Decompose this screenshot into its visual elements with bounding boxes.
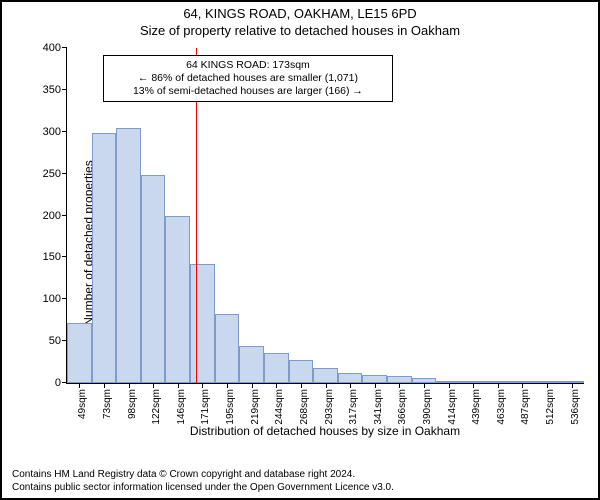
x-tick-label: 73sqm	[102, 389, 113, 419]
y-tick-mark	[62, 340, 67, 341]
x-tick-mark	[178, 383, 179, 388]
y-tick-label: 50	[49, 335, 61, 347]
y-tick-label: 0	[55, 377, 61, 389]
x-tick-mark	[104, 383, 105, 388]
x-tick-label: 98sqm	[127, 389, 138, 419]
annotation-line: 13% of semi-detached houses are larger (…	[110, 85, 386, 98]
x-tick-mark	[522, 383, 523, 388]
x-tick-label: 293sqm	[324, 389, 335, 425]
histogram-bar	[190, 264, 215, 383]
histogram-bar	[289, 360, 314, 383]
x-tick-label: 195sqm	[225, 389, 236, 425]
x-tick-label: 414sqm	[447, 389, 458, 425]
chart-container: 64, KINGS ROAD, OAKHAM, LE15 6PD Size of…	[0, 0, 600, 500]
annotation-line: 64 KINGS ROAD: 173sqm	[110, 59, 386, 72]
y-tick-mark	[62, 382, 67, 383]
histogram-bar	[362, 375, 387, 383]
histogram-bar	[264, 353, 289, 383]
x-tick-mark	[473, 383, 474, 388]
histogram-bar	[387, 376, 412, 383]
y-tick-mark	[62, 215, 67, 216]
histogram-bar	[67, 323, 92, 383]
plot-inner: 64 KINGS ROAD: 173sqm← 86% of detached h…	[67, 48, 584, 383]
y-tick-mark	[62, 89, 67, 90]
address-title: 64, KINGS ROAD, OAKHAM, LE15 6PD	[2, 6, 598, 21]
y-tick-label: 250	[43, 168, 61, 180]
x-tick-label: 536sqm	[570, 389, 581, 425]
x-tick-label: 390sqm	[422, 389, 433, 425]
histogram-bar	[92, 133, 117, 383]
x-tick-label: 512sqm	[545, 389, 556, 425]
x-tick-mark	[449, 383, 450, 388]
y-tick-label: 300	[43, 126, 61, 138]
chart-area: Number of detached properties 64 KINGS R…	[10, 48, 590, 438]
x-tick-mark	[227, 383, 228, 388]
annotation-box: 64 KINGS ROAD: 173sqm← 86% of detached h…	[103, 55, 393, 102]
x-tick-mark	[153, 383, 154, 388]
histogram-bar	[141, 175, 166, 383]
x-tick-mark	[547, 383, 548, 388]
histogram-bar	[116, 128, 141, 383]
attribution-line-2: Contains public sector information licen…	[12, 482, 394, 495]
y-tick-mark	[62, 47, 67, 48]
x-tick-mark	[572, 383, 573, 388]
x-tick-label: 268sqm	[299, 389, 310, 425]
chart-subtitle: Size of property relative to detached ho…	[2, 23, 598, 38]
x-tick-label: 317sqm	[348, 389, 359, 425]
annotation-line: ← 86% of detached houses are smaller (1,…	[110, 72, 386, 85]
x-tick-label: 49sqm	[77, 389, 88, 419]
x-tick-label: 171sqm	[200, 389, 211, 425]
y-tick-mark	[62, 298, 67, 299]
y-tick-label: 150	[43, 251, 61, 263]
x-tick-mark	[424, 383, 425, 388]
x-tick-mark	[276, 383, 277, 388]
y-tick-label: 350	[43, 84, 61, 96]
y-tick-label: 200	[43, 210, 61, 222]
x-tick-mark	[399, 383, 400, 388]
x-tick-label: 487sqm	[520, 389, 531, 425]
chart-titles: 64, KINGS ROAD, OAKHAM, LE15 6PD Size of…	[2, 6, 598, 38]
histogram-bar	[165, 216, 190, 384]
x-axis-label: Distribution of detached houses by size …	[66, 424, 584, 438]
x-tick-label: 219sqm	[250, 389, 261, 425]
x-tick-mark	[79, 383, 80, 388]
x-tick-mark	[350, 383, 351, 388]
x-tick-mark	[375, 383, 376, 388]
plot-region: 64 KINGS ROAD: 173sqm← 86% of detached h…	[66, 48, 584, 384]
x-tick-mark	[129, 383, 130, 388]
x-tick-label: 366sqm	[397, 389, 408, 425]
x-tick-mark	[498, 383, 499, 388]
x-tick-label: 439sqm	[471, 389, 482, 425]
x-tick-label: 463sqm	[496, 389, 507, 425]
x-tick-mark	[301, 383, 302, 388]
x-tick-mark	[252, 383, 253, 388]
x-tick-label: 146sqm	[176, 389, 187, 425]
x-tick-mark	[202, 383, 203, 388]
y-tick-mark	[62, 131, 67, 132]
x-tick-mark	[326, 383, 327, 388]
y-tick-label: 100	[43, 293, 61, 305]
attribution-line-1: Contains HM Land Registry data © Crown c…	[12, 469, 394, 482]
x-tick-label: 122sqm	[151, 389, 162, 425]
histogram-bar	[313, 368, 338, 383]
y-tick-mark	[62, 256, 67, 257]
y-tick-label: 400	[43, 42, 61, 54]
y-tick-mark	[62, 173, 67, 174]
attribution-block: Contains HM Land Registry data © Crown c…	[12, 469, 394, 494]
x-tick-label: 341sqm	[373, 389, 384, 425]
histogram-bar	[338, 373, 363, 383]
x-tick-label: 244sqm	[274, 389, 285, 425]
histogram-bar	[239, 346, 264, 383]
histogram-bar	[215, 314, 240, 383]
